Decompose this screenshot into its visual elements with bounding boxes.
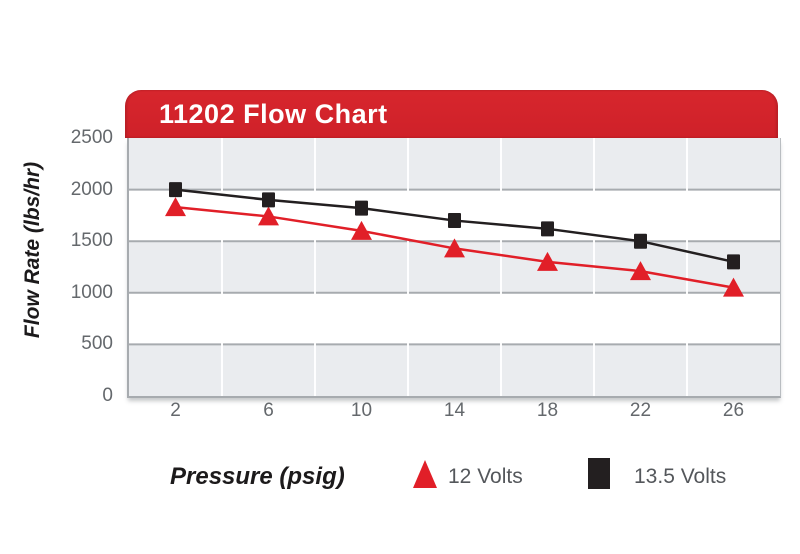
x-tick-label: 2 [170, 400, 181, 421]
x-tick-label: 26 [722, 400, 745, 421]
x-axis-title: Pressure (psig) [170, 463, 345, 490]
data-point-triangle [444, 238, 465, 258]
plot-band [129, 138, 780, 190]
y-tick-label: 1000 [70, 281, 113, 303]
legend-label: 12 Volts [448, 465, 523, 488]
legend-row: Pressure (psig) 12 Volts 13.5 Volts [0, 452, 800, 502]
data-point-triangle [351, 220, 372, 240]
data-point-triangle [165, 197, 186, 217]
data-point-square [448, 213, 461, 229]
y-tick-label: 1500 [70, 230, 113, 252]
data-point-square [169, 182, 182, 198]
y-tick-label: 2500 [70, 127, 113, 148]
x-tick-label: 22 [629, 400, 652, 421]
data-point-square [541, 221, 554, 237]
x-tick-label: 10 [350, 400, 373, 421]
y-tick-label: 0 [102, 385, 113, 406]
legend-item-12-volts: 12 Volts [412, 452, 552, 502]
chart-title-banner: 11202 Flow Chart [125, 90, 778, 138]
legend-label: 13.5 Volts [634, 465, 727, 488]
y-tick-label: 500 [81, 333, 113, 355]
data-point-triangle [630, 261, 651, 281]
chart-canvas [129, 138, 780, 396]
black-square-icon [588, 458, 610, 489]
x-tick-label: 6 [263, 400, 274, 421]
x-tick-label: 18 [536, 400, 559, 421]
x-axis-tick-labels: 2 6 10 14 18 22 26 [129, 400, 780, 422]
data-point-triangle [258, 206, 279, 226]
y-tick-label: 2000 [70, 178, 113, 200]
data-point-square [262, 192, 275, 208]
chart-title: 11202 Flow Chart [159, 99, 388, 129]
data-point-square [355, 200, 368, 216]
data-point-triangle [723, 277, 744, 297]
data-point-square [634, 233, 647, 249]
legend-item-13-5-volts: 13.5 Volts [588, 452, 748, 502]
data-point-triangle [537, 251, 558, 271]
plot-band [129, 292, 780, 345]
y-axis-tick-labels: 0 500 1000 1500 2000 2500 [0, 128, 113, 406]
plot-area [127, 138, 781, 398]
x-tick-label: 14 [443, 400, 466, 421]
plot-band [129, 344, 780, 396]
red-triangle-icon [413, 460, 437, 488]
data-point-square [727, 254, 740, 270]
